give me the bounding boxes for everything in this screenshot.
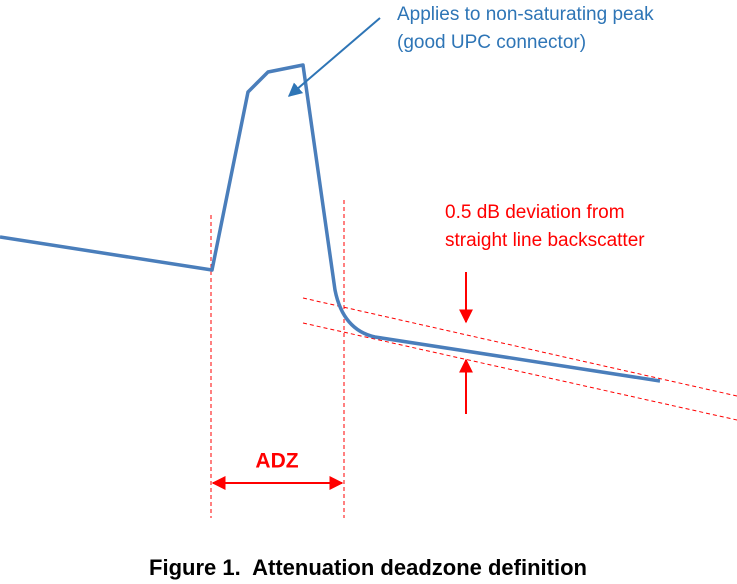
peak-arrow: [287, 17, 381, 97]
guide-line: [302, 297, 737, 397]
caption: Figure 1. Attenuation deadzone definitio…: [149, 555, 587, 580]
deviation-note: 0.5 dB deviation from: [445, 202, 625, 223]
trace: [0, 63, 661, 383]
guide-line: [302, 322, 737, 421]
deadzone-label: ADZ: [255, 450, 298, 473]
deviation-note: straight line backscatter: [445, 230, 645, 251]
peak-note: Applies to non-saturating peak: [397, 4, 654, 25]
guide-lines: [210, 200, 737, 518]
peak-note: (good UPC connector): [397, 32, 586, 53]
